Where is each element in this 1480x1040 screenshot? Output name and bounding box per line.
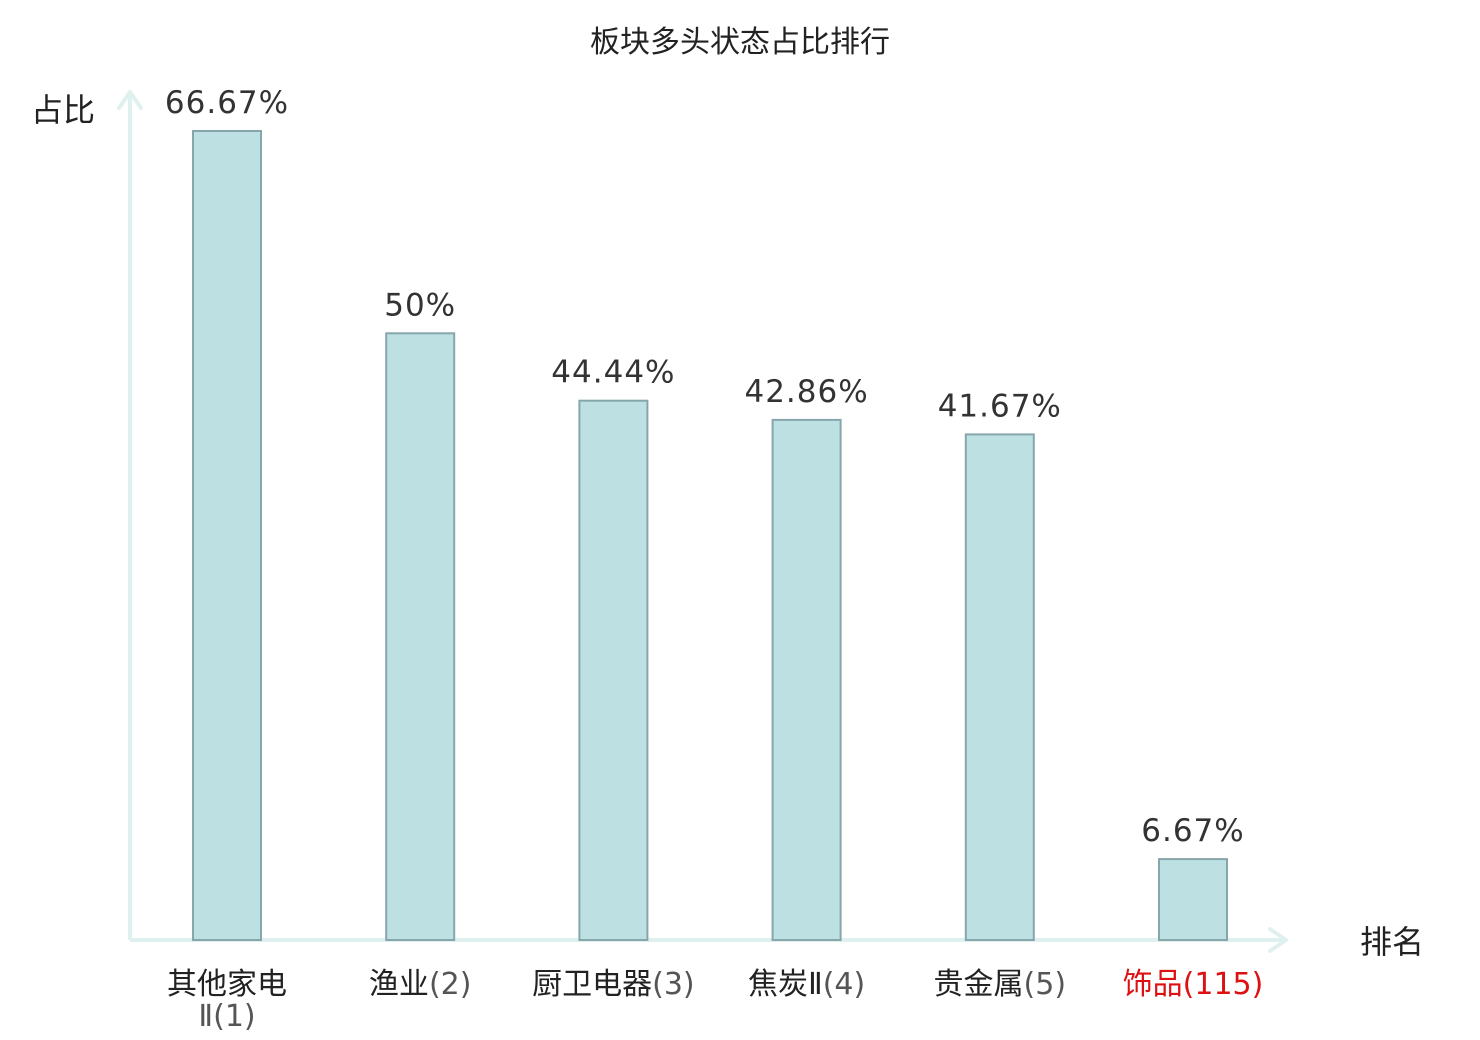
bar-4 <box>771 418 842 941</box>
category-rank-1: Ⅱ(1) <box>198 999 255 1034</box>
category-name-2: 渔业 <box>369 967 429 1002</box>
category-name-1: 其他家电 <box>167 967 287 1002</box>
value-label-5: 41.67% <box>938 388 1062 424</box>
category-rank-4: (4) <box>823 967 866 1002</box>
category-name-5: 贵金属 <box>934 967 1024 1002</box>
category-label-2: 渔业(2) <box>369 967 472 1002</box>
category-label-3: 厨卫电器(3) <box>532 967 695 1002</box>
value-label-3: 44.44% <box>551 355 675 391</box>
x-axis-arrow-icon <box>1268 927 1288 953</box>
axes <box>117 90 1288 953</box>
bar-3 <box>578 399 649 941</box>
value-label-4: 42.86% <box>744 374 868 410</box>
category-name-3: 厨卫电器 <box>532 967 652 1002</box>
category-label-4: 焦炭Ⅱ(4) <box>748 967 865 1002</box>
value-label-6: 6.67% <box>1141 813 1244 849</box>
x-axis-label: 排名 <box>1360 923 1424 961</box>
bar-5 <box>964 433 1035 941</box>
value-label-2: 50% <box>384 287 456 323</box>
category-labels-group: 其他家电 Ⅱ(1) 渔业(2) 厨卫电器(3) 焦炭Ⅱ(4) 贵金属(5) 饰品(115) <box>167 967 1263 1034</box>
category-rank-6: (115) <box>1183 967 1264 1002</box>
category-rank-5: (5) <box>1024 967 1067 1002</box>
category-label-6: 饰品(115) <box>1123 967 1264 1002</box>
value-label-1: 66.67% <box>165 85 289 121</box>
category-label-1: 其他家电 Ⅱ(1) <box>167 967 287 1034</box>
y-axis-arrow-icon <box>117 90 143 110</box>
value-labels-group: 66.67% 50% 44.44% 42.86% 41.67% 6.67% <box>165 85 1244 849</box>
bar-6 <box>1158 858 1228 941</box>
category-label-5: 贵金属(5) <box>934 967 1067 1002</box>
y-axis-label: 占比 <box>31 91 95 129</box>
category-rank-2: (2) <box>429 967 472 1002</box>
category-name-4: 焦炭Ⅱ <box>748 967 823 1002</box>
bar-2 <box>385 332 456 941</box>
bars-group <box>192 130 1228 941</box>
category-rank-3: (3) <box>652 967 695 1002</box>
category-name-6: 饰品 <box>1123 967 1183 1002</box>
chart-title: 板块多头状态占比排行 <box>590 25 890 60</box>
bar-1 <box>192 130 262 941</box>
